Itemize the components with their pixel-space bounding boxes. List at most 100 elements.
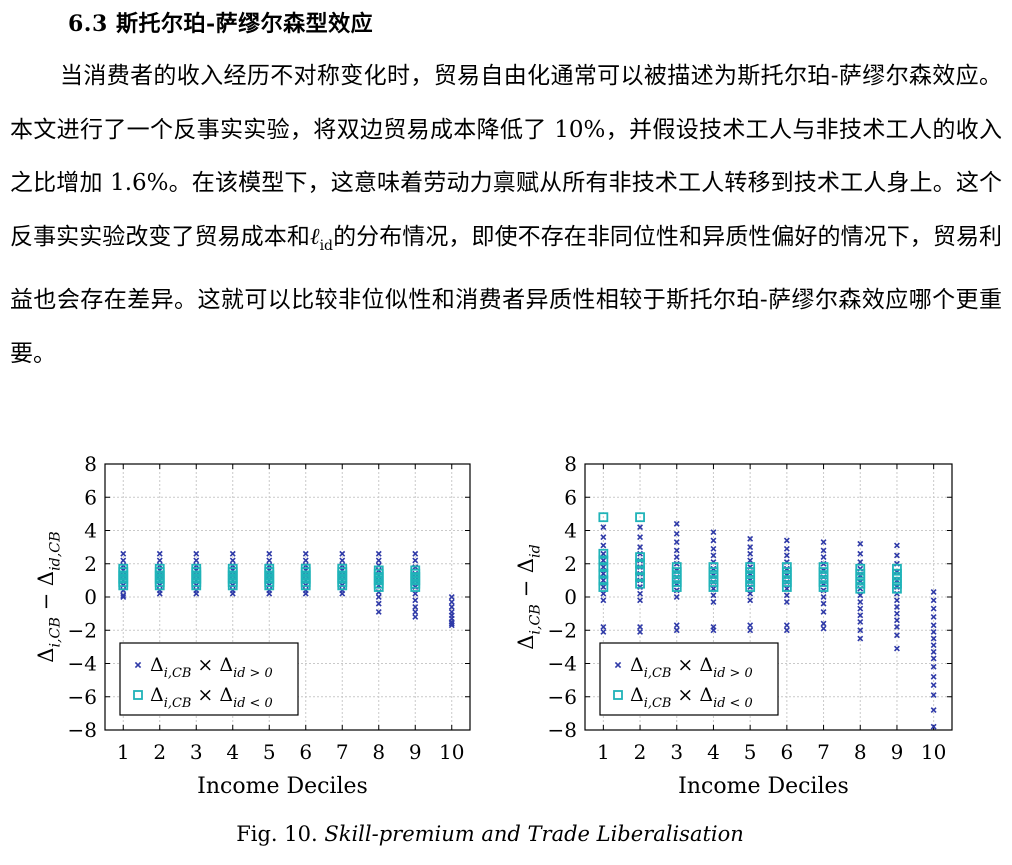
data-point-square (598, 582, 609, 592)
y-tick-label: −2 (68, 618, 97, 642)
data-point-square (410, 565, 421, 576)
data-point-cross (193, 590, 200, 597)
data-point-cross (783, 552, 790, 559)
data-point-cross (857, 627, 864, 634)
data-point-square (227, 563, 238, 574)
data-point-square (892, 568, 902, 579)
label-fragment: i,CB (644, 696, 672, 711)
label-fragment: Δ (34, 571, 58, 586)
data-point-cross (930, 723, 937, 730)
y-tick-label: 6 (84, 485, 97, 509)
data-point-cross (673, 539, 680, 546)
label-fragment: i,CB (164, 696, 192, 711)
data-point-cross (747, 557, 754, 564)
data-point-cross (637, 524, 644, 531)
data-point-cross (600, 557, 607, 564)
data-point-square (118, 563, 129, 574)
data-point-square (781, 567, 792, 577)
data-point-cross (673, 530, 680, 537)
data-point-cross (448, 604, 455, 610)
data-point-cross (339, 557, 346, 564)
legend-entry: Δi,CB × Δid > 0 (150, 654, 273, 681)
y-axis-title: Δi,CB − Δid,CB (34, 531, 64, 662)
data-point-square (781, 577, 792, 587)
data-point-cross (747, 622, 754, 629)
data-point-cross (820, 554, 827, 561)
data-point-cross (820, 539, 827, 546)
data-point-cross (820, 547, 827, 554)
data-point-square (855, 578, 866, 589)
data-point-square (781, 572, 792, 582)
label-fragment: id,CB (48, 531, 64, 571)
data-point-cross (412, 613, 419, 620)
data-point-cross (857, 618, 864, 625)
y-tick-label: 2 (564, 552, 577, 576)
data-point-cross (930, 663, 937, 670)
data-point-square (191, 563, 202, 574)
data-point-square (373, 565, 384, 576)
x-tick-label: 10 (921, 740, 946, 764)
data-point-cross (747, 597, 754, 604)
data-point-cross (710, 627, 717, 634)
data-point-cross (783, 545, 790, 552)
label-fragment: i,CB (644, 666, 672, 681)
data-point-square (818, 577, 829, 587)
x-tick-label: 5 (263, 740, 276, 764)
legend-entry: Δi,CB × Δid < 0 (150, 684, 273, 711)
label-fragment: × (191, 684, 219, 706)
data-point-cross (637, 623, 644, 630)
y-tick-label: 8 (84, 452, 97, 476)
data-point-cross (339, 590, 346, 597)
data-point-cross (673, 622, 680, 629)
data-point-cross (930, 673, 937, 680)
data-point-cross (673, 547, 680, 554)
data-point-square (745, 582, 756, 592)
y-tick-label: 4 (564, 519, 577, 543)
label-fragment: i,CB (164, 666, 192, 681)
data-point-cross (893, 617, 900, 624)
data-point-cross (893, 597, 900, 604)
x-tick-label: 8 (372, 740, 385, 764)
legend-marker-square (613, 690, 623, 700)
data-point-cross (448, 599, 455, 605)
label-fragment: Δ (150, 684, 164, 706)
data-point-square (781, 582, 792, 592)
data-point-square (708, 577, 719, 587)
label-fragment: id > 0 (713, 666, 753, 681)
data-point-square (708, 582, 719, 592)
legend-box (599, 642, 779, 716)
data-point-square (598, 548, 609, 559)
data-point-square (855, 573, 866, 584)
data-point-cross (156, 590, 163, 597)
body-paragraph: 当消费者的收入经历不对称变化时，贸易自由化通常可以被描述为斯托尔珀-萨缪尔森效应… (10, 50, 1002, 381)
data-point-cross (600, 590, 607, 597)
data-point-square (745, 562, 756, 572)
ell-symbol: ℓ (309, 224, 320, 251)
y-tick-label: 0 (564, 585, 577, 609)
data-point-square (635, 565, 645, 576)
data-point-cross (710, 545, 717, 552)
data-point-cross (448, 622, 455, 629)
data-point-square (300, 563, 311, 574)
data-point-square (855, 563, 866, 574)
data-point-cross (637, 597, 644, 604)
data-point-square (598, 512, 609, 523)
legend: Δi,CB × Δid > 0 Δi,CB × Δid < 0 (119, 642, 299, 716)
data-point-cross (857, 550, 864, 557)
data-point-cross (229, 590, 236, 597)
data-point-square (671, 572, 682, 582)
y-axis-label-text: Δi,CB − Δid (514, 544, 544, 650)
x-tick-label: 7 (336, 740, 349, 764)
x-tick-label: 5 (744, 740, 757, 764)
data-point-cross (857, 612, 864, 619)
data-point-square (818, 567, 829, 577)
data-point-cross (710, 592, 717, 599)
data-point-square (855, 583, 866, 594)
data-point-cross (375, 557, 382, 564)
data-point-cross (820, 620, 827, 627)
data-point-cross (266, 550, 273, 557)
label-fragment: Δ (514, 558, 538, 573)
data-point-square (671, 562, 682, 572)
data-point-square (892, 563, 902, 574)
data-point-cross (930, 622, 937, 629)
